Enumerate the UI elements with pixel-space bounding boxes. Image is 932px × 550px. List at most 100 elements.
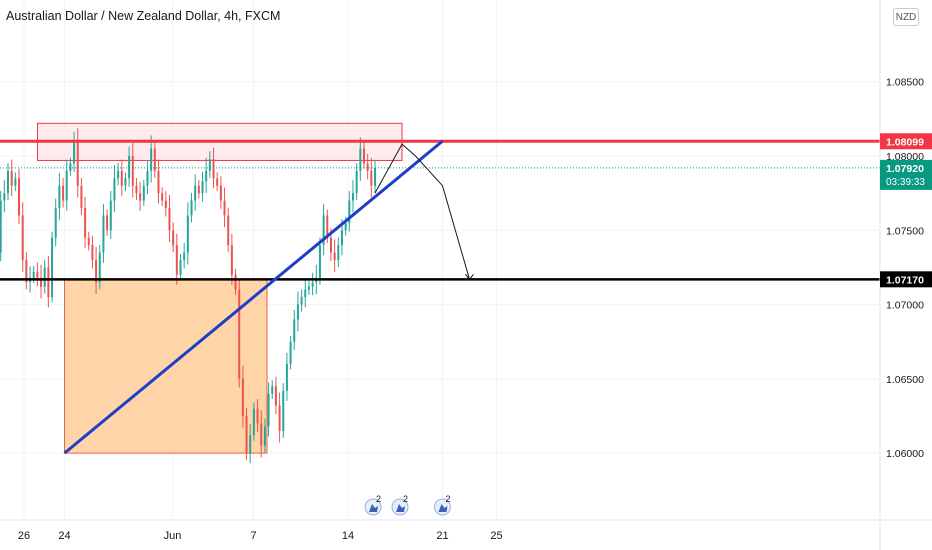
candle-body xyxy=(175,245,178,275)
candle-body xyxy=(54,208,57,238)
candle-body xyxy=(223,200,226,216)
candle-body xyxy=(245,416,248,454)
time-axis[interactable]: 26May101724Jun7142125 xyxy=(0,519,932,542)
candle-body xyxy=(282,390,285,431)
candle-body xyxy=(260,423,263,446)
candle-body xyxy=(43,267,46,287)
price-tick-label: 1.07500 xyxy=(886,225,924,237)
candle-body xyxy=(318,245,321,278)
candle-body xyxy=(40,277,43,287)
rocket-idea-icon[interactable]: 2 xyxy=(364,494,382,516)
candle-body xyxy=(128,156,131,179)
candle-body xyxy=(370,170,373,186)
ascending-trendline xyxy=(63,139,444,455)
candle-body xyxy=(329,237,332,253)
candle-body xyxy=(76,141,79,186)
candle-body xyxy=(179,260,182,275)
candle-body xyxy=(73,141,76,164)
support-price-tag-bg xyxy=(880,271,932,288)
candle-body xyxy=(117,170,120,179)
rocket-idea-icon[interactable]: 2 xyxy=(391,494,409,516)
candle-body xyxy=(95,260,98,283)
candle-body xyxy=(87,237,90,246)
candle-body xyxy=(164,200,167,208)
candle-body xyxy=(326,215,329,238)
candles xyxy=(0,128,377,464)
candle-body xyxy=(373,167,377,186)
candle-body xyxy=(351,193,354,201)
candle-body xyxy=(333,252,336,260)
time-tick-label: 14 xyxy=(342,530,354,542)
candle-body xyxy=(62,185,65,201)
candle-body xyxy=(293,319,296,342)
candle-body xyxy=(263,426,266,446)
candle-body xyxy=(153,148,156,171)
time-tick-label: 24 xyxy=(58,530,70,542)
candle-body xyxy=(366,163,369,171)
price-axis[interactable]: 1.085001.080001.075001.070001.065001.060… xyxy=(879,0,932,550)
candle-body xyxy=(139,193,142,201)
annotations[interactable]: 2 2 2 xyxy=(364,494,451,516)
candle-body xyxy=(84,208,87,238)
candle-body xyxy=(47,267,50,298)
candle-body xyxy=(7,170,10,194)
rocket-idea-icon[interactable]: 2 xyxy=(434,494,451,516)
candle-body xyxy=(241,378,244,416)
candle-body xyxy=(106,215,109,231)
candle-body xyxy=(113,178,116,201)
resistance-price-tag: 1.08099 xyxy=(886,136,924,148)
candle-body xyxy=(183,252,186,260)
candle-body xyxy=(230,245,233,275)
candle-body xyxy=(10,170,13,186)
candle-body xyxy=(267,393,270,427)
overlays xyxy=(0,139,880,455)
idea-icon-count: 2 xyxy=(403,494,408,504)
candle-body xyxy=(135,185,138,194)
idea-icon-glyph xyxy=(396,504,405,512)
candle-body xyxy=(344,222,347,231)
candle-body xyxy=(186,215,189,253)
price-tick-label: 1.06000 xyxy=(886,448,924,460)
currency-selector[interactable]: NZD xyxy=(893,8,919,26)
time-tick-label: Jun xyxy=(164,530,182,542)
idea-icon-count: 2 xyxy=(446,494,451,504)
candle-body xyxy=(14,178,17,186)
idea-icon-glyph xyxy=(438,504,448,512)
price-tick-label: 1.06500 xyxy=(886,374,924,386)
candle-body xyxy=(216,178,219,186)
candle-body xyxy=(311,282,314,287)
candle-body xyxy=(278,405,281,431)
candle-body xyxy=(18,178,21,216)
candle-body xyxy=(340,230,343,246)
resistance-price-tag-bg xyxy=(880,133,932,150)
candle-body xyxy=(271,386,274,394)
candle-body xyxy=(296,304,299,320)
time-tick-label: 7 xyxy=(250,530,256,542)
candle-body xyxy=(197,185,200,194)
candle-body xyxy=(146,170,149,186)
candle-body xyxy=(3,193,6,201)
candle-body xyxy=(124,178,127,186)
candle-body xyxy=(300,297,303,305)
candle-body xyxy=(362,148,365,164)
candle-body xyxy=(348,200,351,223)
candle-body xyxy=(58,185,61,208)
time-tick-label: 26 xyxy=(18,530,30,542)
candle-body xyxy=(109,200,112,231)
zones xyxy=(37,122,403,454)
candle-body xyxy=(304,289,307,298)
candle-body xyxy=(150,148,153,171)
candle-body xyxy=(337,245,340,260)
candle-body xyxy=(142,185,145,201)
price-tick-label: 1.08500 xyxy=(886,77,924,89)
candle-body xyxy=(208,158,211,171)
price-tick-label: 1.07000 xyxy=(886,300,924,312)
candle-body xyxy=(249,435,252,454)
chart-title: Australian Dollar / New Zealand Dollar, … xyxy=(6,9,281,23)
candle-body xyxy=(201,181,204,194)
idea-icon-count: 2 xyxy=(376,494,381,504)
candle-body xyxy=(120,170,123,186)
candle-body xyxy=(219,185,222,201)
candle-body xyxy=(21,215,24,260)
